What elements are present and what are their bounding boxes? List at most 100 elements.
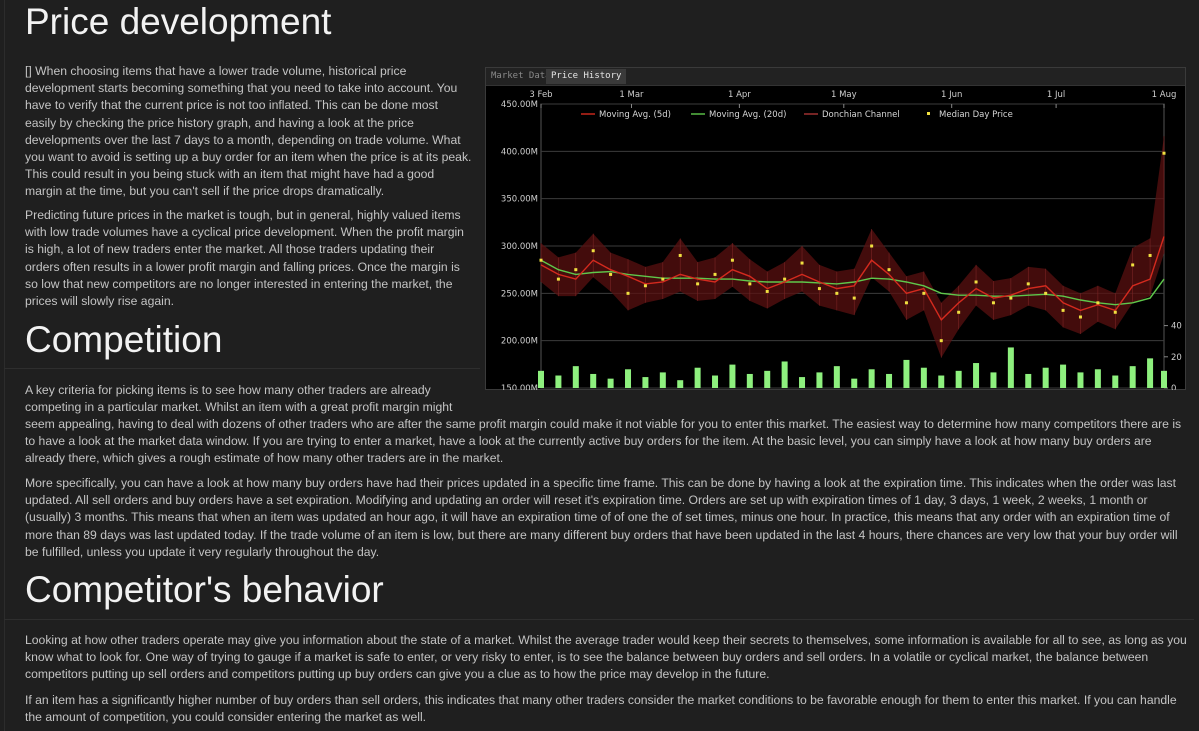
volume-bar xyxy=(851,378,858,388)
competition-paragraph-2: More specifically, you can have a look a… xyxy=(25,476,1178,559)
median-point xyxy=(591,249,595,253)
x-tick-label: 1 Jul xyxy=(1047,90,1065,100)
tab-market-data[interactable]: Market Data xyxy=(491,71,551,81)
volume-bar xyxy=(590,373,597,388)
volume-bar xyxy=(781,361,788,388)
volume-bar xyxy=(833,366,840,388)
median-point xyxy=(852,296,856,300)
heading-price-development: Price development xyxy=(25,1,332,42)
median-point xyxy=(748,282,752,286)
volume-bar xyxy=(816,372,823,388)
volume-bar xyxy=(1147,358,1154,388)
median-point xyxy=(539,258,543,262)
legend-label: Moving Avg. (20d) xyxy=(709,110,786,120)
x-tick-label: 1 May xyxy=(831,90,857,100)
volume-bar xyxy=(729,364,736,388)
volume-bar xyxy=(1025,373,1032,388)
median-point xyxy=(1044,291,1048,295)
volume-bar xyxy=(677,380,684,388)
median-point xyxy=(609,272,613,276)
median-point xyxy=(922,291,926,295)
volume-bar xyxy=(1094,369,1101,388)
volume-bars xyxy=(538,347,1167,388)
median-point xyxy=(1096,301,1100,305)
median-point xyxy=(661,277,665,281)
volume-bar xyxy=(572,366,579,388)
volume-bar xyxy=(1007,347,1014,388)
competition-divider xyxy=(4,368,480,369)
median-point xyxy=(817,287,821,291)
volume-bar xyxy=(538,370,544,388)
tab-price-history[interactable]: Price History xyxy=(546,69,627,84)
median-point xyxy=(991,301,995,305)
volume-bar xyxy=(1042,367,1049,388)
y-tick-label: 150.00M xyxy=(501,384,538,390)
median-point xyxy=(1131,263,1135,267)
median-point xyxy=(765,289,769,293)
legend-label: Moving Avg. (5d) xyxy=(599,110,671,120)
competition-line-2: competing in a particular market. Whilst… xyxy=(25,400,453,414)
volume-bar xyxy=(903,359,910,388)
median-point xyxy=(713,272,717,276)
median-point xyxy=(1009,296,1013,300)
volume-bar xyxy=(642,377,649,388)
market-window: Market Data Price History 450.00M 400.00M… xyxy=(485,67,1186,390)
heading-competitors-behavior: Competitor's behavior xyxy=(25,569,384,610)
volume-bar xyxy=(555,375,562,388)
median-point xyxy=(870,244,874,248)
median-point xyxy=(730,258,734,262)
behavior-paragraph-2: If an item has a significantly higher nu… xyxy=(25,693,1177,725)
median-point xyxy=(835,291,839,295)
x-tick-label: 1 Apr xyxy=(728,90,751,100)
behavior-divider xyxy=(4,619,1194,620)
volume-bar xyxy=(973,363,980,388)
volume-bar xyxy=(607,378,614,388)
chart-legend: Moving Avg. (5d) Moving Avg. (20d) Donchia… xyxy=(581,110,1013,120)
median-point xyxy=(678,253,682,257)
price-history-chart: 450.00M 400.00M 350.00M 300.00M 250.00M 200.0… xyxy=(501,90,1182,390)
median-point xyxy=(1162,151,1166,155)
ma20-line xyxy=(540,259,1165,306)
price-development-paragraph-1: [] When choosing items that have a lower… xyxy=(25,64,472,199)
median-point xyxy=(643,284,647,288)
volume-bar xyxy=(712,375,719,388)
volume-bar xyxy=(886,373,893,388)
median-point xyxy=(800,261,804,265)
volume-bar xyxy=(1077,372,1084,388)
x-tick-label: 1 Aug xyxy=(1152,90,1177,100)
median-point xyxy=(1113,310,1117,314)
page-left-border xyxy=(4,0,5,731)
x-tick-label: 3 Feb xyxy=(529,90,552,100)
y-tick-label: 350.00M xyxy=(501,195,538,205)
volume-bar xyxy=(1129,366,1136,388)
median-point xyxy=(939,339,943,343)
median-point xyxy=(783,277,787,281)
median-point xyxy=(887,268,891,272)
competition-paragraph-1: seem appealing, having to deal with doze… xyxy=(25,417,1182,466)
volume-bar xyxy=(1112,375,1119,388)
median-point xyxy=(1061,308,1065,312)
volume-bar xyxy=(764,370,771,388)
price-development-paragraph-2: Predicting future prices in the market i… xyxy=(25,208,464,309)
legend-label: Donchian Channel xyxy=(822,110,900,120)
donchian-band xyxy=(541,136,1164,358)
volume-bar xyxy=(955,370,962,388)
median-point xyxy=(957,310,961,314)
median-point xyxy=(974,280,978,284)
volume-bar xyxy=(799,377,806,388)
volume-bar xyxy=(694,367,701,388)
median-point xyxy=(696,282,700,286)
x-tick-label: 1 Jun xyxy=(941,90,962,100)
y-tick-label: 450.00M xyxy=(501,100,538,110)
volume-bar xyxy=(625,369,632,388)
volume-bar xyxy=(990,372,997,388)
volume-bar xyxy=(659,372,666,388)
ma5-line xyxy=(540,236,1165,321)
median-point xyxy=(904,301,908,305)
volume-bar xyxy=(868,369,875,388)
median-point xyxy=(1078,315,1082,319)
chart-lines xyxy=(540,236,1165,321)
volume-bar xyxy=(920,367,927,388)
y-tick-label: 250.00M xyxy=(501,289,538,299)
